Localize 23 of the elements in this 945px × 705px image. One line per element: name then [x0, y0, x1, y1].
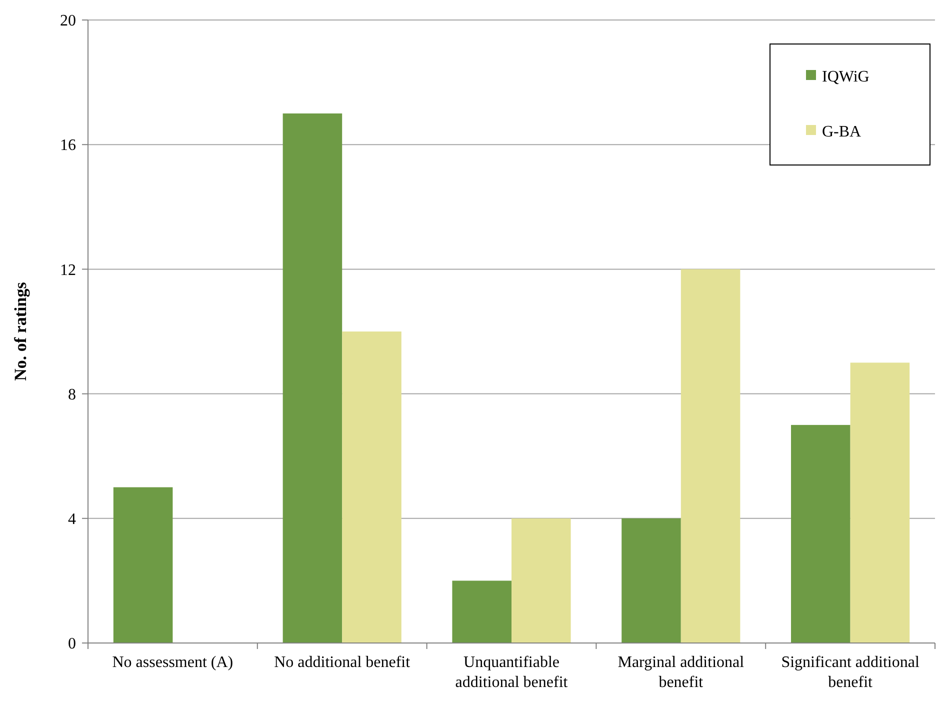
y-tick-label: 8	[68, 386, 76, 404]
y-axis-title: No. of ratings	[11, 282, 30, 381]
bar	[452, 580, 512, 643]
x-tick-label: No additional benefit	[274, 654, 411, 671]
y-tick-label: 0	[68, 636, 76, 653]
bar	[282, 113, 342, 643]
x-tick-label: Unquantifiable additional benefit	[455, 654, 568, 691]
bar	[622, 518, 681, 643]
y-tick-label: 20	[60, 12, 76, 30]
x-tick-label: No assessment (A)	[112, 654, 234, 671]
y-tick-label: 4	[68, 511, 76, 528]
bar	[113, 487, 173, 643]
bar	[342, 332, 402, 643]
y-tick-label: 16	[60, 137, 76, 154]
legend-label: IQWiG	[822, 68, 870, 86]
y-tick-label: 12	[60, 262, 76, 279]
bar	[850, 362, 910, 643]
legend-label: G-BA	[822, 124, 862, 141]
x-tick-label: Marginal additional benefit	[618, 654, 745, 691]
bar	[791, 424, 850, 643]
x-tick-label: Significant additional benefit	[781, 654, 920, 691]
bar	[680, 269, 740, 643]
bar	[512, 518, 571, 643]
